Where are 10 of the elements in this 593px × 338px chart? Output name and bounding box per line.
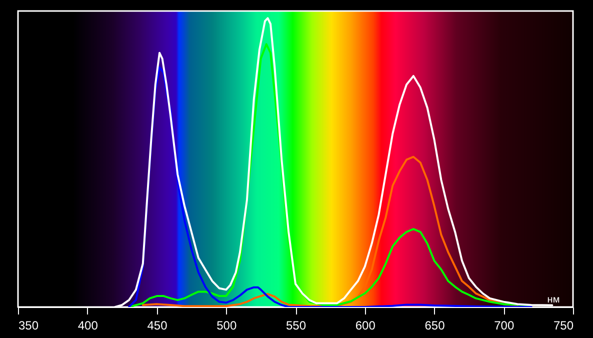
x-tick-label: 650 [424, 318, 446, 332]
x-tick-label: 400 [78, 318, 98, 332]
x-axis-title: нм [547, 294, 560, 306]
x-tick-label: 450 [147, 318, 168, 332]
x-tick-label: 600 [355, 318, 376, 332]
x-tick-label: 550 [286, 318, 306, 332]
x-tick-label: 500 [216, 318, 237, 332]
x-tick-label: 700 [494, 318, 514, 332]
x-tick-label: 350 [18, 318, 39, 332]
x-tick-label: 750 [553, 318, 574, 332]
